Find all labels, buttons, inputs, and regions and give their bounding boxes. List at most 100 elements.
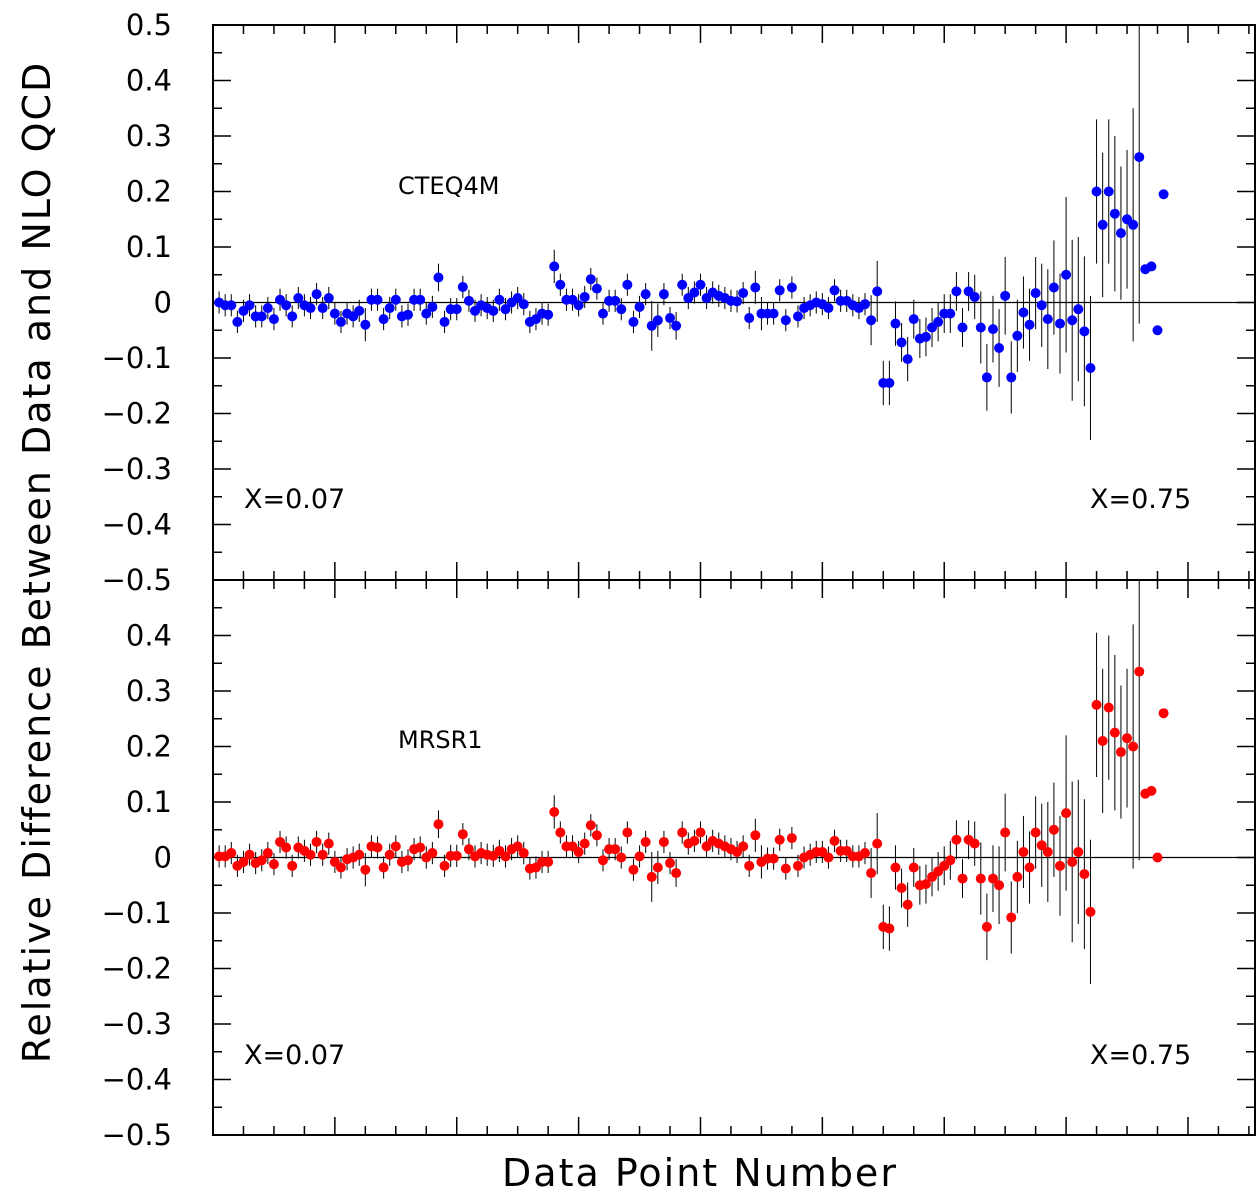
data-point [768, 308, 779, 319]
data-point [981, 372, 992, 383]
data-point [1018, 846, 1029, 857]
y-tick-label: 0.1 [126, 230, 172, 264]
data-point [1091, 699, 1102, 710]
y-tick-label: −0.1 [102, 341, 172, 375]
data-point [323, 293, 334, 304]
data-point [287, 860, 298, 871]
data-point [792, 860, 803, 871]
data-point [646, 871, 657, 882]
data-point [335, 862, 346, 873]
data-point [969, 291, 980, 302]
data-point [994, 343, 1005, 354]
data-point [543, 856, 554, 867]
data-point [384, 849, 395, 860]
data-point [969, 838, 980, 849]
data-point [281, 842, 292, 853]
y-tick-label: −0.1 [102, 896, 172, 930]
data-point [689, 835, 700, 846]
data-point [1012, 871, 1023, 882]
data-point [1000, 290, 1011, 301]
data-point [317, 303, 328, 314]
left-x-label-top: X=0.07 [244, 484, 345, 515]
data-point [1067, 856, 1078, 867]
data-point [1024, 319, 1035, 330]
data-point [975, 873, 986, 884]
data-point [360, 864, 371, 875]
data-point [951, 834, 962, 845]
data-point [354, 849, 365, 860]
data-point [860, 848, 871, 859]
data-point [750, 830, 761, 841]
data-point [500, 304, 511, 315]
right-x-label-bottom: X=0.75 [1090, 1040, 1191, 1071]
y-tick-label: 0.2 [126, 175, 172, 209]
data-point [1061, 808, 1072, 819]
data-point [1036, 300, 1047, 311]
data-point [896, 883, 907, 894]
data-point [616, 304, 627, 315]
data-point [457, 829, 468, 840]
data-point [987, 324, 998, 335]
y-tick-label: −0.3 [102, 1007, 172, 1041]
data-point [1042, 314, 1053, 325]
data-point [744, 313, 755, 324]
y-tick-label: −0.4 [102, 508, 172, 542]
data-point [287, 311, 298, 322]
data-point [494, 294, 505, 305]
data-point [896, 337, 907, 348]
data-point [384, 303, 395, 314]
data-point [1055, 860, 1066, 871]
y-tick-label: −0.5 [102, 1118, 172, 1152]
data-point [823, 852, 834, 863]
data-point [390, 841, 401, 852]
data-point [890, 862, 901, 873]
data-point [1048, 282, 1059, 293]
x-axis-title: Data Point Number [502, 1151, 898, 1195]
y-tick-label: 0.3 [126, 674, 172, 708]
data-point [1036, 840, 1047, 851]
data-point [244, 849, 255, 860]
data-point [421, 308, 432, 319]
data-point [908, 862, 919, 873]
data-point [665, 858, 676, 869]
data-point [658, 289, 669, 300]
data-point [671, 320, 682, 331]
panel-mrsr1: MRSR1 X=0.07 X=0.75 [212, 579, 1256, 1136]
data-point [518, 848, 529, 859]
data-point [1134, 152, 1145, 163]
left-x-label-bottom: X=0.07 [244, 1040, 345, 1071]
data-point [226, 848, 237, 859]
data-point [994, 880, 1005, 891]
data-point [1073, 846, 1084, 857]
y-tick-label: −0.5 [102, 563, 172, 597]
data-points-bottom [214, 580, 1169, 985]
data-point [975, 322, 986, 333]
data-point [884, 377, 895, 388]
right-x-label-top: X=0.75 [1090, 484, 1191, 515]
data-point [335, 316, 346, 327]
data-point [1073, 304, 1084, 315]
data-point [415, 294, 426, 305]
data-point [244, 300, 255, 311]
data-point [329, 308, 340, 319]
data-point [360, 319, 371, 330]
panel-label-mrsr1: MRSR1 [398, 726, 483, 754]
data-point [402, 855, 413, 866]
data-point [268, 314, 279, 325]
data-point [555, 279, 566, 290]
data-point [622, 279, 633, 290]
data-point [463, 844, 474, 855]
data-point [628, 316, 639, 327]
data-point [549, 806, 560, 817]
data-point [677, 827, 688, 838]
data-point [281, 300, 292, 311]
data-point [579, 838, 590, 849]
data-point [1006, 912, 1017, 923]
data-point [829, 835, 840, 846]
y-tick-label: −0.4 [102, 1063, 172, 1097]
data-point [1030, 827, 1041, 838]
data-point [1067, 315, 1078, 326]
data-point [671, 868, 682, 879]
data-point [1000, 827, 1011, 838]
